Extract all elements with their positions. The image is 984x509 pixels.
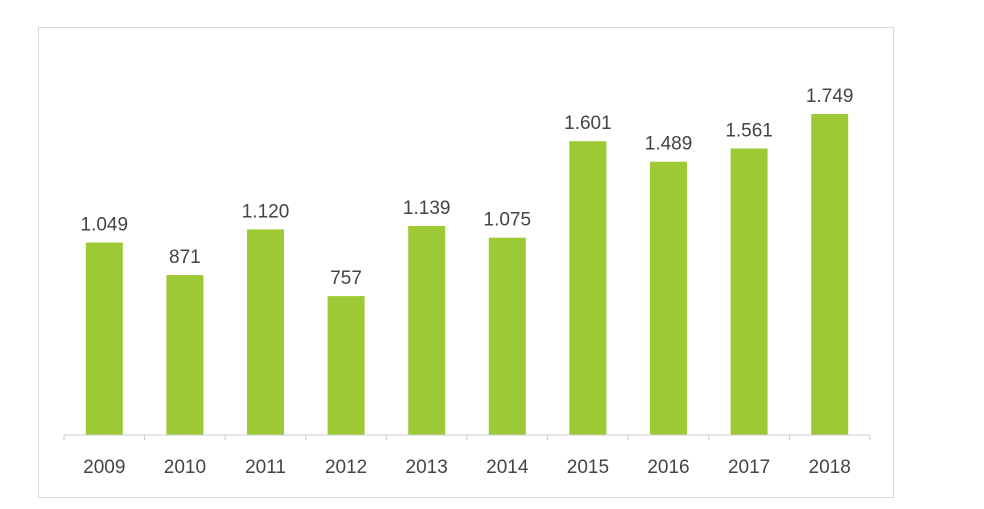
value-label-2013: 1.139 xyxy=(403,198,451,219)
value-label-2010: 871 xyxy=(169,247,201,268)
x-ticks-group xyxy=(63,435,871,440)
value-label-2016: 1.489 xyxy=(645,134,693,155)
bar-2016 xyxy=(650,161,687,435)
bar-2009 xyxy=(85,242,123,435)
x-tick-label-2009: 2009 xyxy=(83,457,125,478)
bar-2013 xyxy=(408,226,446,435)
value-labels-group: 1.049 871 1.120 757 1.139 1.075 1.601 1.489 1.56… xyxy=(81,86,854,289)
value-label-2017: 1.561 xyxy=(725,121,773,142)
x-tick-label-2013: 2013 xyxy=(406,457,448,478)
x-tick-label-2011: 2011 xyxy=(245,457,286,478)
bar-2010 xyxy=(166,275,204,435)
x-tick-label-2010: 2010 xyxy=(164,457,206,478)
value-label-2012: 757 xyxy=(330,268,362,289)
bar-2015 xyxy=(569,141,607,435)
x-tick-label-2017: 2017 xyxy=(728,457,770,478)
x-tick-label-2016: 2016 xyxy=(647,457,689,478)
value-label-2009: 1.049 xyxy=(81,215,129,236)
x-tick-label-2012: 2012 xyxy=(325,457,367,478)
bar-2012 xyxy=(327,296,365,435)
x-tick-label-2015: 2015 xyxy=(567,457,609,478)
bars-group xyxy=(85,114,849,435)
x-tick-labels-group: 2009 2010 2011 2012 2013 2014 2015 2016 2017 2018 xyxy=(83,457,851,478)
bar-2014 xyxy=(488,237,526,435)
x-tick-label-2018: 2018 xyxy=(809,457,851,478)
bar-2011 xyxy=(247,229,284,435)
value-label-2011: 1.120 xyxy=(242,201,290,222)
bar-2017 xyxy=(730,148,768,435)
x-tick-label-2014: 2014 xyxy=(486,457,529,478)
bar-2018 xyxy=(811,114,849,435)
value-label-2018: 1.749 xyxy=(806,86,854,107)
value-label-2014: 1.075 xyxy=(484,210,532,231)
value-label-2015: 1.601 xyxy=(564,113,612,134)
